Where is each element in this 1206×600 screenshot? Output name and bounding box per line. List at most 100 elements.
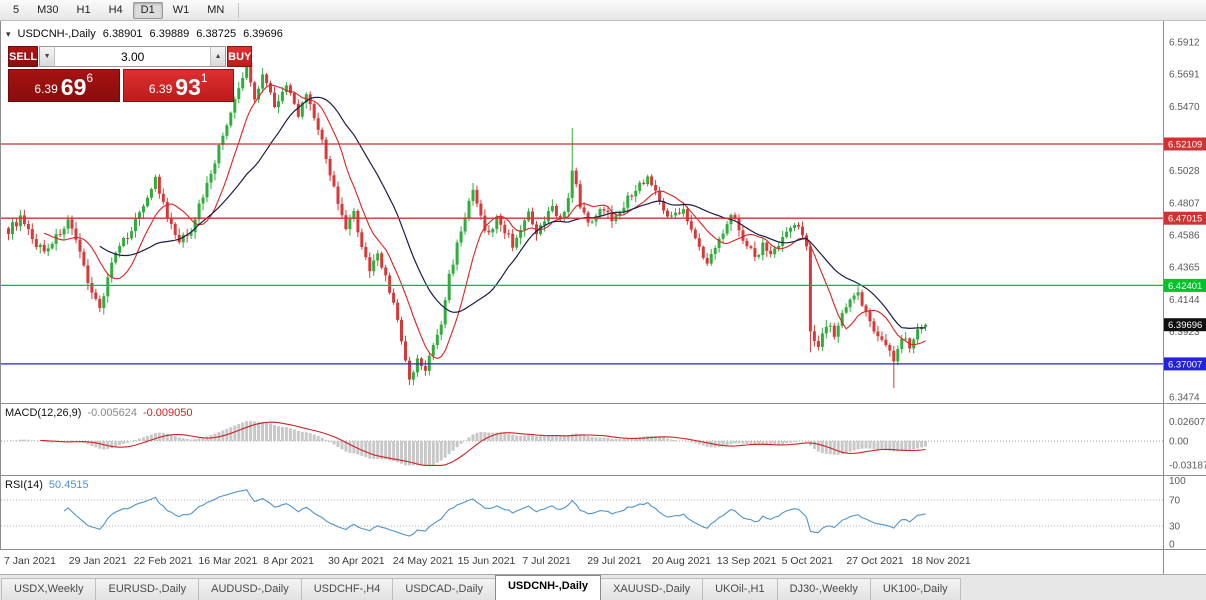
buy-price-pips: 93: [175, 74, 201, 100]
svg-text:30: 30: [1169, 522, 1181, 533]
sell-button[interactable]: SELL: [8, 46, 39, 67]
svg-text:-0.03187: -0.03187: [1169, 460, 1206, 471]
date-axis-label: 22 Feb 2021: [133, 555, 193, 567]
svg-text:6.4144: 6.4144: [1169, 295, 1200, 306]
timeframe-button-group: 5 M30 H1 H4 D1 W1 MN: [5, 1, 232, 19]
chart-tab-xauusd-daily[interactable]: XAUUSD-,Daily: [600, 578, 704, 600]
date-axis-label: 7 Jan 2021: [4, 555, 56, 567]
svg-text:70: 70: [1169, 496, 1181, 507]
chart-tab-dj30-weekly[interactable]: DJ30-,Weekly: [776, 578, 871, 600]
svg-text:0.02607: 0.02607: [1169, 417, 1206, 428]
date-axis-label: 27 Oct 2021: [846, 555, 904, 567]
date-axis-label: 29 Jul 2021: [587, 555, 642, 567]
candlestick-chart: 6.5912 6.5691 6.5470 6.5028 6.4807 6.4586 6.43…: [0, 21, 1206, 403]
ma-fast-line: [44, 84, 926, 359]
date-axis-label: 20 Aug 2021: [652, 555, 711, 567]
buy-price-point: 1: [200, 71, 208, 85]
svg-text:6.3474: 6.3474: [1169, 392, 1200, 403]
svg-text:6.47015: 6.47015: [1168, 214, 1202, 225]
volume-input[interactable]: [55, 47, 211, 66]
ma-slow-line: [99, 96, 926, 330]
macd-signal-value: -0.009050: [142, 407, 193, 419]
chart-tab-usdx-weekly[interactable]: USDX,Weekly: [1, 578, 97, 600]
chart-tab-usdchf-h4[interactable]: USDCHF-,H4: [300, 578, 394, 600]
chart-tab-ukoil-h1[interactable]: UKOil-,H1: [702, 578, 778, 600]
svg-text:6.4586: 6.4586: [1169, 231, 1200, 242]
svg-text:6.37007: 6.37007: [1168, 359, 1202, 370]
one-click-price-row: 6.39 69 6 6.39 93 1: [8, 69, 234, 102]
date-axis-label: 15 Jun 2021: [457, 555, 516, 567]
chart-high-value: 6.39889: [149, 28, 190, 40]
date-axis-label: 16 Mar 2021: [198, 555, 258, 567]
macd-axis-ticks: 0.02607 0.00 -0.03187: [1169, 417, 1206, 472]
one-click-collapse-icon[interactable]: ▾: [6, 28, 11, 39]
time-axis[interactable]: 7 Jan 2021 29 Jan 2021 22 Feb 2021 16 Mar 2…: [0, 549, 1206, 574]
timeframe-button-5[interactable]: 5: [5, 2, 27, 19]
timeframe-toolbar: 5 M30 H1 H4 D1 W1 MN: [0, 0, 1206, 21]
chart-tab-eurusd-daily[interactable]: EURUSD-,Daily: [95, 578, 200, 600]
timeframe-button-w1[interactable]: W1: [165, 2, 198, 19]
rsi-indicator-pane[interactable]: 100 70 30 0 RSI(14) 50.4515: [0, 475, 1206, 549]
buy-button[interactable]: BUY: [227, 46, 253, 67]
chart-tab-usdcnh-daily[interactable]: USDCNH-,Daily: [494, 575, 602, 600]
timeframe-button-m30[interactable]: M30: [29, 2, 66, 19]
one-click-trading-panel: SELL ▼ ▲ BUY 6.39 69 6 6.39: [8, 46, 253, 102]
date-axis-label: 30 Apr 2021: [328, 555, 385, 567]
date-axis-label: 13 Sep 2021: [716, 555, 777, 567]
date-axis-label: 8 Apr 2021: [263, 555, 314, 567]
svg-text:0.00: 0.00: [1169, 437, 1189, 448]
svg-text:6.4365: 6.4365: [1169, 263, 1200, 274]
rsi-name: RSI(14): [5, 479, 43, 491]
buy-price-display[interactable]: 6.39 93 1: [122, 69, 234, 102]
timeframe-button-h1[interactable]: H1: [69, 2, 99, 19]
chart-tab-usdcad-daily[interactable]: USDCAD-,Daily: [392, 578, 496, 600]
rsi-axis-ticks: 100 70 30 0: [1169, 476, 1186, 549]
macd-main-value: -0.005624: [87, 407, 137, 419]
macd-name: MACD(12,26,9): [5, 407, 82, 419]
date-axis-label: 24 May 2021: [392, 555, 454, 567]
svg-text:6.5470: 6.5470: [1169, 102, 1200, 113]
rsi-line: [63, 488, 926, 537]
macd-indicator-pane[interactable]: 0.02607 0.00 -0.03187 MACD(12,26,9) -0.005…: [0, 403, 1206, 475]
date-axis-label: 18 Nov 2021: [911, 555, 971, 567]
timeframe-button-d1[interactable]: D1: [132, 1, 163, 19]
svg-text:6.42401: 6.42401: [1168, 281, 1202, 292]
caret-down-icon: ▼: [43, 53, 51, 60]
svg-text:0: 0: [1169, 540, 1175, 550]
horizontal-level-line[interactable]: 6.42401: [1, 278, 1206, 292]
date-axis-label: 5 Oct 2021: [781, 555, 833, 567]
price-axis-ticks: 6.5912 6.5691 6.5470 6.5028 6.4807 6.4586 6.43…: [1169, 38, 1200, 404]
svg-text:6.5028: 6.5028: [1169, 166, 1200, 177]
volume-control: ▼ ▲: [39, 46, 227, 67]
chart-tab-bar: USDX,Weekly EURUSD-,Daily AUDUSD-,Daily USD…: [0, 574, 1206, 600]
current-price-badge: 6.39696: [1164, 318, 1206, 332]
svg-text:6.52109: 6.52109: [1168, 140, 1202, 151]
chart-close-value: 6.39696: [243, 28, 283, 40]
horizontal-level-line[interactable]: 6.47015: [1, 211, 1206, 225]
chart-tab-audusd-daily[interactable]: AUDUSD-,Daily: [198, 578, 302, 600]
timeframe-button-mn[interactable]: MN: [199, 2, 232, 19]
horizontal-level-line[interactable]: 6.52109: [1, 137, 1206, 151]
svg-text:6.39696: 6.39696: [1168, 320, 1202, 331]
axis-divider: [1163, 550, 1164, 574]
timeframe-button-h4[interactable]: H4: [101, 2, 131, 19]
macd-histogram: [10, 421, 928, 466]
volume-increase-button[interactable]: ▲: [210, 47, 226, 66]
date-axis-label: 7 Jul 2021: [522, 555, 571, 567]
macd-signal-line: [40, 421, 926, 466]
rsi-chart: 100 70 30 0: [0, 476, 1186, 549]
macd-label: MACD(12,26,9) -0.005624 -0.009050: [5, 407, 193, 419]
toolbar-separator: [238, 2, 240, 18]
chart-low-value: 6.38725: [196, 28, 237, 40]
horizontal-level-line[interactable]: 6.37007: [1, 357, 1206, 371]
macd-chart: 0.02607 0.00 -0.03187: [0, 404, 1206, 475]
date-axis-label: 29 Jan 2021: [68, 555, 127, 567]
volume-decrease-button[interactable]: ▼: [40, 47, 56, 66]
chart-open-value: 6.38901: [102, 28, 143, 40]
price-chart-pane[interactable]: 6.5912 6.5691 6.5470 6.5028 6.4807 6.4586 6.43…: [0, 21, 1206, 403]
chart-header: ▾ USDCNH-,Daily 6.38901 6.39889 6.38725 …: [6, 28, 283, 40]
sell-price-display[interactable]: 6.39 69 6: [8, 69, 120, 102]
caret-up-icon: ▲: [214, 53, 222, 60]
chart-tab-uk100-daily[interactable]: UK100-,Daily: [869, 578, 961, 600]
